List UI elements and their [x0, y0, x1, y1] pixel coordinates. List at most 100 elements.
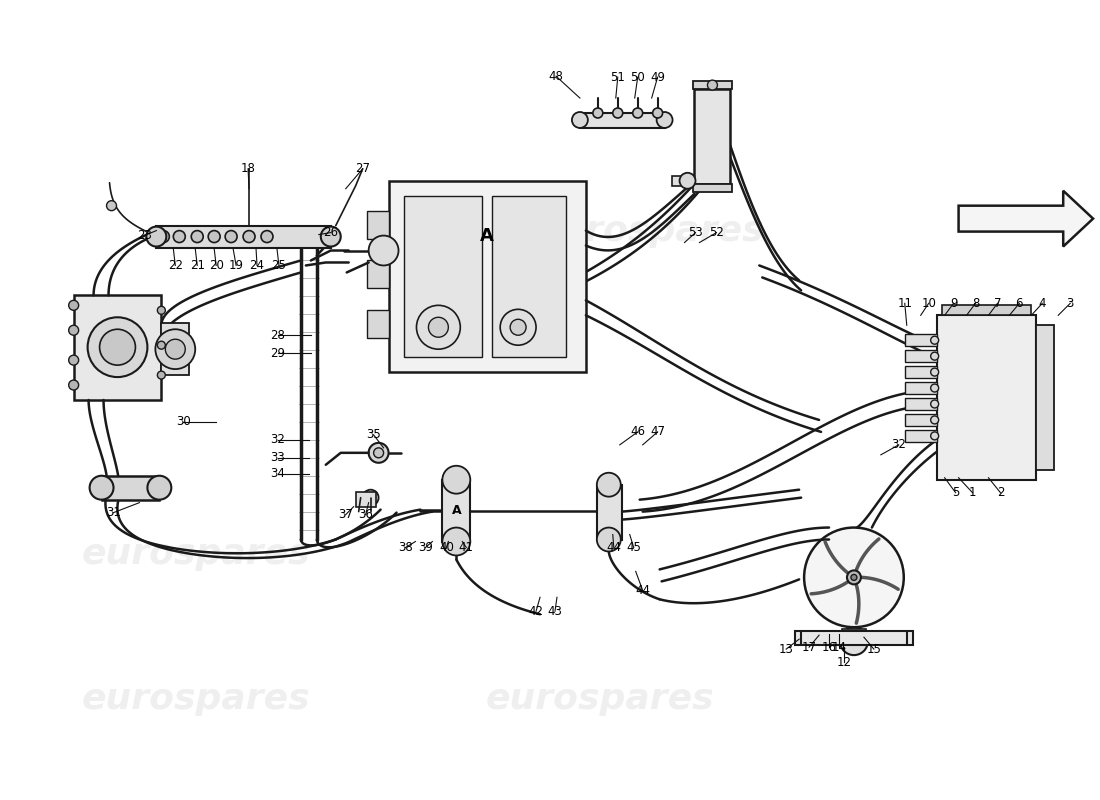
Circle shape — [374, 448, 384, 458]
Text: 18: 18 — [241, 162, 255, 175]
Bar — [694, 89, 730, 184]
Bar — [101, 476, 160, 500]
Circle shape — [417, 306, 460, 349]
Bar — [672, 176, 690, 186]
Text: 40: 40 — [439, 541, 454, 554]
Bar — [366, 261, 388, 288]
Circle shape — [931, 352, 938, 360]
Circle shape — [442, 527, 471, 555]
Circle shape — [851, 574, 857, 580]
Circle shape — [261, 230, 273, 242]
Circle shape — [593, 108, 603, 118]
Bar — [842, 630, 866, 641]
Circle shape — [804, 527, 904, 627]
Text: A: A — [481, 226, 494, 245]
Bar — [905, 382, 937, 394]
Bar — [162, 323, 189, 375]
Text: 20: 20 — [209, 259, 223, 272]
Circle shape — [191, 230, 204, 242]
Circle shape — [368, 443, 388, 462]
Circle shape — [146, 226, 166, 246]
Text: 22: 22 — [168, 259, 183, 272]
Text: 42: 42 — [528, 605, 543, 618]
Circle shape — [931, 336, 938, 344]
Text: 12: 12 — [836, 655, 851, 669]
Circle shape — [931, 384, 938, 392]
Text: 53: 53 — [689, 226, 703, 239]
Circle shape — [107, 201, 117, 210]
Text: 6: 6 — [1015, 297, 1023, 310]
Circle shape — [500, 310, 536, 345]
Text: 11: 11 — [898, 297, 912, 310]
Bar — [597, 485, 622, 539]
Circle shape — [174, 230, 185, 242]
Circle shape — [155, 330, 195, 369]
Text: 7: 7 — [993, 297, 1001, 310]
Circle shape — [510, 319, 526, 335]
Bar — [388, 181, 586, 372]
Text: 9: 9 — [949, 297, 957, 310]
Text: 52: 52 — [710, 226, 724, 239]
Bar — [795, 631, 913, 645]
Text: eurospares: eurospares — [485, 682, 714, 716]
Bar — [366, 210, 388, 238]
Bar — [156, 226, 331, 247]
Circle shape — [652, 108, 662, 118]
Text: eurospares: eurospares — [81, 682, 310, 716]
Text: 13: 13 — [779, 642, 793, 656]
Circle shape — [442, 466, 471, 494]
Bar — [905, 334, 937, 346]
Text: 39: 39 — [418, 541, 433, 554]
Circle shape — [363, 490, 378, 506]
Text: 45: 45 — [626, 541, 641, 554]
Circle shape — [597, 473, 620, 497]
Text: 10: 10 — [921, 297, 936, 310]
Bar — [942, 306, 1032, 315]
Text: 8: 8 — [971, 297, 979, 310]
Text: 2: 2 — [997, 486, 1004, 499]
Polygon shape — [958, 190, 1093, 246]
Text: 16: 16 — [822, 641, 836, 654]
Text: eurospares: eurospares — [536, 214, 764, 247]
Bar — [366, 310, 388, 338]
Circle shape — [931, 432, 938, 440]
Text: 33: 33 — [271, 451, 285, 464]
Text: 46: 46 — [630, 426, 646, 438]
Circle shape — [208, 230, 220, 242]
Text: 3: 3 — [1067, 297, 1074, 310]
Text: A: A — [451, 504, 461, 517]
Text: 1: 1 — [969, 486, 977, 499]
Circle shape — [68, 355, 78, 365]
Text: 4: 4 — [1038, 297, 1046, 310]
Circle shape — [88, 318, 147, 377]
Circle shape — [157, 371, 165, 379]
Text: 29: 29 — [271, 346, 285, 360]
Circle shape — [931, 400, 938, 408]
Text: 21: 21 — [189, 259, 205, 272]
Text: 14: 14 — [832, 641, 847, 654]
Circle shape — [243, 230, 255, 242]
Circle shape — [321, 226, 341, 246]
Circle shape — [657, 112, 672, 128]
Circle shape — [89, 476, 113, 500]
Text: 36: 36 — [359, 508, 373, 521]
Circle shape — [100, 330, 135, 365]
Text: 48: 48 — [549, 70, 563, 82]
Circle shape — [428, 318, 449, 338]
Text: 15: 15 — [867, 642, 881, 656]
Text: 23: 23 — [138, 229, 152, 242]
Text: 47: 47 — [650, 426, 666, 438]
Text: 28: 28 — [271, 329, 285, 342]
Text: 27: 27 — [355, 162, 371, 175]
Circle shape — [165, 339, 185, 359]
Bar — [1036, 326, 1054, 470]
Bar — [580, 113, 664, 128]
Circle shape — [68, 326, 78, 335]
Circle shape — [632, 108, 642, 118]
Bar — [905, 366, 937, 378]
Bar — [905, 350, 937, 362]
Text: 17: 17 — [802, 641, 816, 654]
Bar — [404, 196, 482, 357]
Text: 44: 44 — [635, 584, 650, 597]
Text: 30: 30 — [176, 415, 190, 429]
